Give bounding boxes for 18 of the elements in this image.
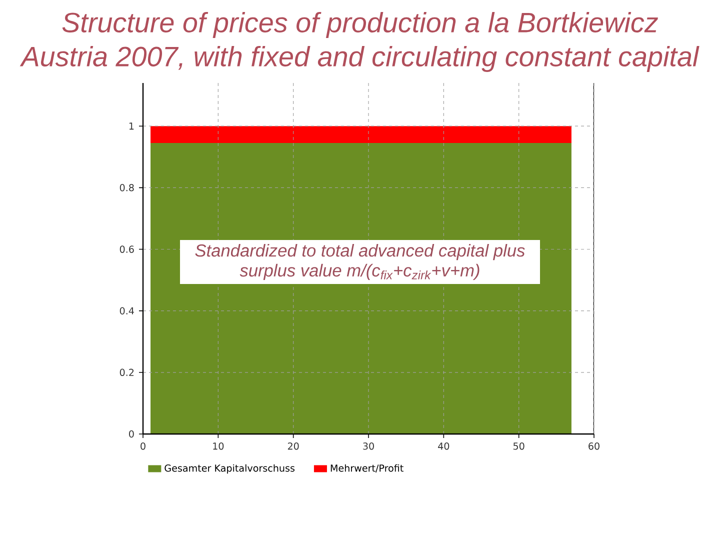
- y-tick-label: 1: [129, 122, 134, 130]
- chart-subtitle: Austria 2007, with fixed and circulating constant capital: [20, 46, 700, 72]
- x-tick-label: 20: [288, 442, 299, 450]
- y-tick-label: 0.8: [120, 184, 134, 192]
- x-tick-label: 60: [588, 442, 600, 450]
- y-tick-label: 0.4: [120, 307, 134, 314]
- x-tick-label: 10: [213, 442, 224, 450]
- x-tick-label: 50: [513, 442, 524, 450]
- y-tick-label: 0.2: [120, 368, 134, 376]
- annotation: Standardized to total advanced capital plus surplus value m/(c$_{fix}$+c$_{zirk}$+v+m): [195, 244, 525, 280]
- chart-title: Structure of prices of production a la Bortkiewicz: [62, 12, 658, 38]
- legend-label: Mehrwert/Profit: [330, 464, 404, 472]
- x-tick-label: 40: [438, 442, 450, 450]
- x-tick-label: 0: [140, 442, 146, 450]
- x-tick-label: 30: [363, 442, 374, 450]
- y-tick-label: 0.6: [120, 246, 134, 253]
- legend-label: Gesamter Kapitalvorschuss: [164, 464, 295, 474]
- y-tick-label: 0: [129, 430, 134, 438]
